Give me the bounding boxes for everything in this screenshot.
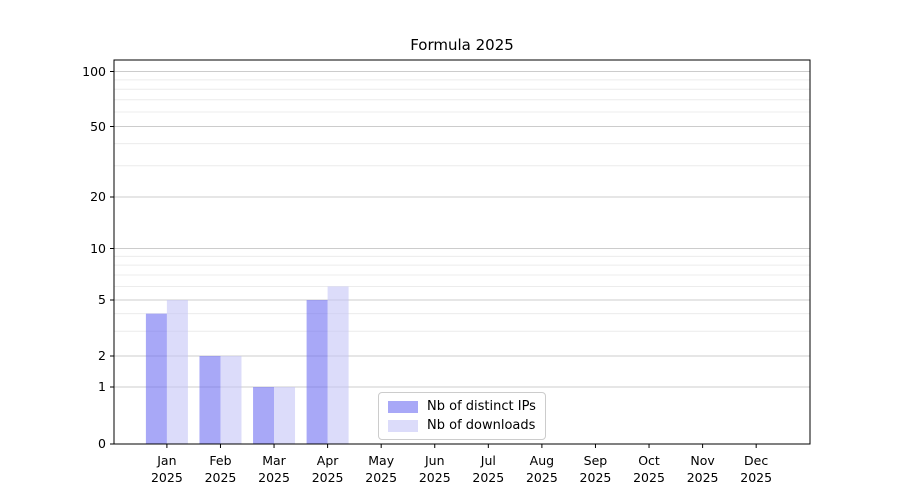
x-tick-month: Feb: [209, 453, 232, 468]
y-tick-label: 1: [98, 379, 106, 394]
x-tick-year: 2025: [686, 470, 719, 485]
y-tick-label: 5: [98, 292, 106, 307]
x-tick-label: Sep 2025: [563, 452, 627, 486]
bar-downloads: [220, 356, 242, 444]
x-tick-year: 2025: [579, 470, 612, 485]
x-tick-label: Dec 2025: [724, 452, 788, 486]
x-tick-month: Oct: [638, 453, 660, 468]
x-tick-label: May 2025: [349, 452, 413, 486]
x-tick-month: Dec: [744, 453, 769, 468]
bar-distinct-ips: [306, 300, 328, 444]
x-tick-month: Nov: [690, 453, 715, 468]
legend-item-downloads: Nb of downloads: [388, 418, 536, 433]
x-tick-label: Aug 2025: [510, 452, 574, 486]
bar-distinct-ips: [199, 356, 221, 444]
x-tick-year: 2025: [204, 470, 237, 485]
bar-downloads: [166, 300, 188, 444]
legend-label-downloads: Nb of downloads: [427, 418, 536, 433]
plot-spines: [113, 59, 811, 445]
bar-downloads: [274, 387, 296, 444]
legend-swatch-downloads: [388, 419, 418, 432]
x-tick-month: Sep: [583, 453, 608, 468]
legend-swatch-distinct-ips: [388, 400, 418, 413]
y-tick-label: 20: [90, 189, 106, 204]
legend: Nb of distinct IPs Nb of downloads: [378, 392, 546, 440]
x-tick-year: 2025: [472, 470, 505, 485]
x-tick-month: Jun: [424, 453, 445, 468]
bar-distinct-ips: [253, 387, 275, 444]
x-tick-year: 2025: [740, 470, 773, 485]
x-tick-year: 2025: [418, 470, 451, 485]
x-tick-label: Jun 2025: [403, 452, 467, 486]
x-tick-label: Nov 2025: [671, 452, 735, 486]
bar-downloads: [327, 286, 349, 444]
y-tick-label: 50: [90, 118, 106, 134]
y-tick-label: 10: [90, 240, 106, 256]
bar-distinct-ips: [145, 313, 167, 444]
x-tick-month: Jul: [480, 453, 496, 468]
x-tick-label: Mar 2025: [242, 452, 306, 486]
x-tick-year: 2025: [311, 470, 344, 485]
x-tick-year: 2025: [150, 470, 183, 485]
x-tick-label: Apr 2025: [296, 452, 360, 486]
x-tick-label: Jan 2025: [135, 452, 199, 486]
x-tick-year: 2025: [633, 470, 665, 485]
x-tick-year: 2025: [258, 470, 290, 485]
chart-title: Formula 2025: [410, 36, 514, 54]
x-tick-label: Feb 2025: [188, 452, 252, 486]
x-tick-month: May: [368, 453, 395, 468]
legend-label-distinct-ips: Nb of distinct IPs: [427, 399, 536, 414]
y-tick-label: 2: [98, 348, 106, 363]
x-tick-month: Aug: [529, 453, 555, 468]
legend-item-distinct-ips: Nb of distinct IPs: [388, 399, 536, 414]
y-tick-label: 0: [98, 436, 106, 451]
x-tick-year: 2025: [525, 470, 558, 485]
x-tick-month: Apr: [316, 453, 339, 468]
y-tick-label: 100: [82, 63, 106, 79]
x-tick-month: Jan: [157, 453, 177, 468]
x-tick-month: Mar: [262, 453, 286, 468]
x-tick-year: 2025: [365, 470, 398, 485]
x-tick-label: Jul 2025: [456, 452, 520, 486]
x-tick-label: Oct 2025: [617, 452, 681, 486]
